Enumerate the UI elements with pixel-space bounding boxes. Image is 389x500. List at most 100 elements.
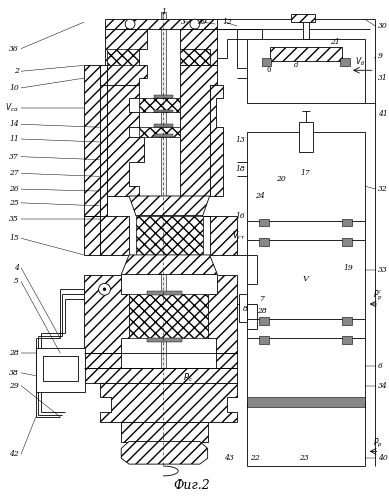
Polygon shape [84, 216, 129, 255]
Text: 26: 26 [9, 185, 19, 193]
Polygon shape [136, 216, 203, 255]
Text: 27: 27 [9, 170, 19, 177]
Polygon shape [84, 274, 129, 353]
Polygon shape [105, 19, 217, 29]
Polygon shape [100, 85, 107, 255]
Text: 1: 1 [161, 8, 166, 16]
Bar [154, 110, 173, 112]
Text: 7: 7 [259, 295, 264, 303]
Text: 15: 15 [9, 234, 19, 242]
Polygon shape [121, 422, 208, 442]
Text: 28: 28 [9, 349, 19, 357]
Circle shape [125, 19, 135, 29]
Text: 3: 3 [180, 18, 186, 26]
Polygon shape [180, 66, 217, 196]
Bar [342, 317, 352, 324]
Polygon shape [105, 29, 147, 85]
Text: 17: 17 [301, 170, 311, 177]
Bar [299, 122, 313, 152]
Polygon shape [129, 196, 210, 216]
Text: 2: 2 [14, 67, 19, 75]
Text: 22: 22 [250, 454, 260, 462]
Polygon shape [180, 29, 217, 66]
Text: 11: 11 [9, 135, 19, 143]
Bar [247, 39, 365, 102]
Text: 41: 41 [378, 110, 387, 118]
Text: 30: 30 [378, 22, 387, 30]
Text: $V_{гт}$: $V_{гт}$ [232, 229, 245, 241]
Bar [247, 338, 365, 402]
Text: Фиг.2: Фиг.2 [173, 479, 210, 492]
Text: 12: 12 [223, 18, 232, 26]
Polygon shape [210, 85, 223, 196]
Polygon shape [121, 255, 217, 274]
Text: $P_p$: $P_p$ [373, 437, 382, 450]
Polygon shape [100, 382, 237, 422]
Polygon shape [203, 216, 237, 255]
Text: 16: 16 [235, 212, 245, 220]
Bar [154, 134, 173, 137]
Text: 28: 28 [257, 307, 266, 315]
Text: $P_c$: $P_c$ [183, 372, 193, 384]
Polygon shape [84, 353, 121, 368]
Bar [270, 46, 342, 62]
Bar [259, 218, 268, 226]
Text: d: d [294, 62, 298, 70]
Bar [340, 58, 350, 66]
Bar [247, 398, 365, 407]
Text: $P_p'$: $P_p'$ [373, 289, 382, 303]
Bar [247, 240, 365, 319]
Polygon shape [208, 274, 237, 353]
Text: 24: 24 [255, 192, 265, 200]
Bar [342, 218, 352, 226]
Text: $V_б$: $V_б$ [355, 55, 365, 68]
Polygon shape [84, 368, 237, 382]
Text: 20: 20 [277, 176, 286, 184]
Text: 13: 13 [235, 136, 245, 144]
Text: 25: 25 [9, 199, 19, 207]
Text: 34: 34 [378, 382, 387, 390]
Bar [342, 336, 352, 344]
Text: 9: 9 [378, 52, 382, 60]
Bar [154, 124, 173, 127]
Text: 31: 31 [378, 74, 387, 82]
Text: 33: 33 [378, 266, 387, 274]
Text: 23: 23 [299, 454, 309, 462]
Bar [262, 58, 272, 66]
Polygon shape [84, 66, 100, 255]
Text: 37: 37 [9, 152, 19, 160]
Text: 39: 39 [198, 18, 208, 26]
Bar [154, 95, 173, 98]
Text: 21: 21 [330, 38, 340, 46]
Polygon shape [216, 353, 237, 368]
Polygon shape [180, 48, 210, 66]
Text: 29: 29 [9, 382, 19, 390]
Bar [342, 238, 352, 246]
Text: 6: 6 [378, 362, 382, 370]
Text: 14: 14 [9, 120, 19, 128]
Bar [43, 356, 78, 380]
Polygon shape [139, 127, 180, 137]
Text: V: V [303, 276, 309, 283]
Polygon shape [100, 66, 107, 255]
Text: 0: 0 [266, 66, 271, 74]
Bar [147, 292, 182, 295]
Polygon shape [107, 85, 144, 196]
Bar [147, 338, 182, 342]
Bar [291, 14, 315, 22]
Text: 36: 36 [9, 44, 19, 52]
Bar [259, 238, 268, 246]
Text: 32: 32 [378, 185, 387, 193]
Circle shape [190, 19, 200, 29]
Text: 19: 19 [343, 264, 353, 272]
Bar [259, 336, 268, 344]
Polygon shape [121, 442, 208, 464]
Bar [303, 19, 309, 39]
Text: 4: 4 [14, 264, 19, 272]
Text: 38: 38 [9, 369, 19, 377]
Polygon shape [107, 48, 139, 66]
Circle shape [103, 288, 106, 291]
Text: 8: 8 [242, 305, 247, 313]
Bar [36, 348, 85, 393]
Bar [239, 294, 247, 322]
